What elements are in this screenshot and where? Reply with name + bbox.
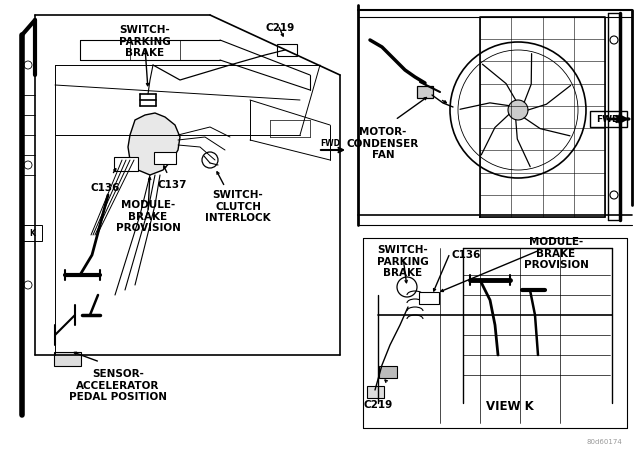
Text: C137: C137	[157, 180, 187, 190]
Polygon shape	[128, 113, 180, 175]
Text: SENSOR-
ACCELERATOR
PEDAL POSITION: SENSOR- ACCELERATOR PEDAL POSITION	[69, 369, 167, 402]
Text: FWD: FWD	[596, 115, 620, 123]
Text: 80d60174: 80d60174	[586, 439, 622, 445]
FancyBboxPatch shape	[277, 44, 297, 56]
Text: VIEW K: VIEW K	[486, 400, 534, 413]
Text: MOTOR-
CONDENSER
FAN: MOTOR- CONDENSER FAN	[347, 127, 419, 160]
Text: K: K	[29, 228, 35, 238]
Text: C136: C136	[451, 250, 481, 260]
FancyBboxPatch shape	[419, 292, 439, 304]
FancyBboxPatch shape	[22, 225, 42, 241]
FancyBboxPatch shape	[154, 152, 176, 164]
FancyBboxPatch shape	[379, 366, 397, 378]
Text: SWITCH-
PARKING
BRAKE: SWITCH- PARKING BRAKE	[377, 245, 429, 278]
FancyBboxPatch shape	[54, 352, 81, 366]
FancyBboxPatch shape	[367, 386, 384, 398]
FancyBboxPatch shape	[590, 111, 627, 127]
Circle shape	[508, 100, 528, 120]
FancyBboxPatch shape	[114, 157, 138, 171]
Text: C219: C219	[265, 23, 294, 33]
Text: MODULE-
BRAKE
PROVISION: MODULE- BRAKE PROVISION	[524, 237, 588, 270]
Text: C219: C219	[364, 400, 392, 410]
Text: C136: C136	[90, 183, 120, 193]
FancyBboxPatch shape	[417, 86, 433, 98]
Text: SWITCH-
PARKING
BRAKE: SWITCH- PARKING BRAKE	[119, 25, 171, 58]
Text: SWITCH-
CLUTCH
INTERLOCK: SWITCH- CLUTCH INTERLOCK	[205, 190, 271, 223]
Text: MODULE-
BRAKE
PROVISION: MODULE- BRAKE PROVISION	[116, 200, 180, 233]
Text: FWD: FWD	[320, 138, 340, 147]
